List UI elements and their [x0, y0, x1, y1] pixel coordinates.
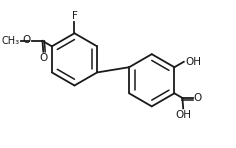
Text: O: O — [23, 36, 31, 45]
Text: CH₃: CH₃ — [2, 36, 20, 46]
Text: F: F — [72, 11, 77, 21]
Text: O: O — [40, 53, 48, 63]
Text: OH: OH — [185, 57, 201, 67]
Text: OH: OH — [175, 110, 191, 120]
Text: O: O — [194, 93, 202, 103]
